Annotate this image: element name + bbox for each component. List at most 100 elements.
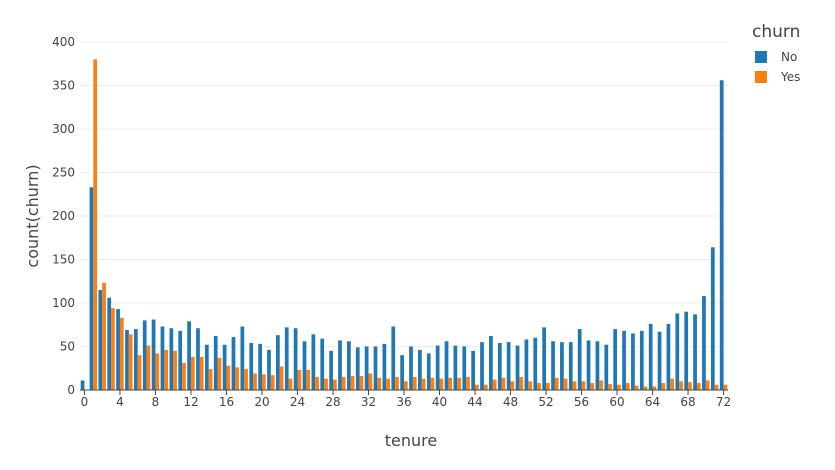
bar-yes[interactable] xyxy=(137,355,142,390)
bar-yes[interactable] xyxy=(324,378,328,390)
bar-yes[interactable] xyxy=(93,59,98,391)
bar-no[interactable] xyxy=(497,343,502,390)
bar-yes[interactable] xyxy=(377,377,382,390)
bar-yes[interactable] xyxy=(670,378,675,390)
bar-no[interactable] xyxy=(400,355,404,390)
bar-no[interactable] xyxy=(267,349,271,390)
bar-yes[interactable] xyxy=(475,384,479,390)
bar-no[interactable] xyxy=(276,335,280,390)
bar-yes[interactable] xyxy=(173,350,177,390)
bar-no[interactable] xyxy=(631,333,635,390)
bar-yes[interactable] xyxy=(501,377,506,390)
bar-no[interactable] xyxy=(684,311,689,390)
bar-no[interactable] xyxy=(373,346,378,391)
bar-no[interactable] xyxy=(222,344,227,390)
bar-yes[interactable] xyxy=(457,377,461,390)
legend-item-yes[interactable]: Yes xyxy=(755,70,800,84)
bar-yes[interactable] xyxy=(395,376,399,390)
bar-yes[interactable] xyxy=(448,377,453,390)
bar-no[interactable] xyxy=(657,331,662,390)
bar-no[interactable] xyxy=(577,329,582,390)
bar-yes[interactable] xyxy=(270,375,275,390)
bar-no[interactable] xyxy=(391,326,396,390)
bar-yes[interactable] xyxy=(412,376,417,390)
bar-yes[interactable] xyxy=(288,378,293,390)
bar-yes[interactable] xyxy=(119,317,124,390)
bar-yes[interactable] xyxy=(235,367,240,390)
bar-no[interactable] xyxy=(444,341,449,390)
bar-yes[interactable] xyxy=(608,383,612,390)
bar-yes[interactable] xyxy=(430,377,435,390)
bar-yes[interactable] xyxy=(421,378,426,390)
bar-no[interactable] xyxy=(604,344,609,390)
bar-no[interactable] xyxy=(125,329,129,390)
bar-no[interactable] xyxy=(302,341,307,390)
bar-no[interactable] xyxy=(568,342,573,390)
bar-no[interactable] xyxy=(116,309,120,390)
bar-yes[interactable] xyxy=(350,376,355,390)
bar-no[interactable] xyxy=(622,330,626,390)
bar-no[interactable] xyxy=(213,336,218,390)
bar-yes[interactable] xyxy=(226,365,231,390)
bar-no[interactable] xyxy=(142,320,147,390)
bar-no[interactable] xyxy=(204,344,209,390)
bar-yes[interactable] xyxy=(466,376,470,390)
bar-yes[interactable] xyxy=(199,356,204,390)
bar-yes[interactable] xyxy=(315,376,319,390)
bar-no[interactable] xyxy=(196,328,200,390)
bar-yes[interactable] xyxy=(688,382,692,390)
bar-no[interactable] xyxy=(80,380,85,390)
bar-yes[interactable] xyxy=(359,376,364,390)
bar-no[interactable] xyxy=(453,345,458,390)
bar-no[interactable] xyxy=(169,328,174,390)
bar-yes[interactable] xyxy=(332,379,337,390)
bar-no[interactable] xyxy=(702,296,706,390)
bar-yes[interactable] xyxy=(341,376,346,390)
bar-yes[interactable] xyxy=(581,381,586,390)
bar-yes[interactable] xyxy=(723,384,728,390)
bar-no[interactable] xyxy=(338,340,342,390)
bar-yes[interactable] xyxy=(306,369,311,390)
bar-yes[interactable] xyxy=(652,386,657,390)
bar-yes[interactable] xyxy=(625,383,630,390)
bar-no[interactable] xyxy=(409,346,413,391)
bar-no[interactable] xyxy=(160,326,165,390)
bar-no[interactable] xyxy=(480,342,484,390)
bar-yes[interactable] xyxy=(590,383,595,390)
bar-no[interactable] xyxy=(329,350,333,390)
bar-no[interactable] xyxy=(719,80,724,390)
bar-yes[interactable] xyxy=(190,356,195,390)
bar-yes[interactable] xyxy=(386,378,390,390)
bar-no[interactable] xyxy=(355,347,360,390)
bar-yes[interactable] xyxy=(554,377,559,390)
bar-no[interactable] xyxy=(320,338,325,390)
bar-yes[interactable] xyxy=(528,381,532,390)
bar-no[interactable] xyxy=(710,247,715,390)
bar-yes[interactable] xyxy=(714,384,719,390)
bar-yes[interactable] xyxy=(164,349,169,390)
bar-yes[interactable] xyxy=(155,353,160,390)
bar-yes[interactable] xyxy=(208,369,213,390)
bar-no[interactable] xyxy=(249,343,254,390)
bar-yes[interactable] xyxy=(217,357,222,390)
bar-yes[interactable] xyxy=(696,383,701,390)
bar-no[interactable] xyxy=(560,342,564,390)
bar-no[interactable] xyxy=(613,329,618,390)
bar-no[interactable] xyxy=(187,321,191,390)
bar-yes[interactable] xyxy=(572,381,577,390)
bar-yes[interactable] xyxy=(297,369,302,390)
bar-no[interactable] xyxy=(258,343,262,390)
bar-yes[interactable] xyxy=(519,376,524,390)
bar-no[interactable] xyxy=(151,319,156,390)
bar-yes[interactable] xyxy=(102,282,106,390)
bar-no[interactable] xyxy=(311,334,316,390)
bar-yes[interactable] xyxy=(483,384,488,390)
legend-item-no[interactable]: No xyxy=(755,50,797,64)
bar-no[interactable] xyxy=(666,323,671,390)
bar-no[interactable] xyxy=(178,330,183,390)
bar-yes[interactable] xyxy=(279,366,284,390)
bar-yes[interactable] xyxy=(368,373,373,390)
bar-no[interactable] xyxy=(426,353,431,390)
bar-no[interactable] xyxy=(515,345,520,390)
bar-yes[interactable] xyxy=(146,345,151,390)
